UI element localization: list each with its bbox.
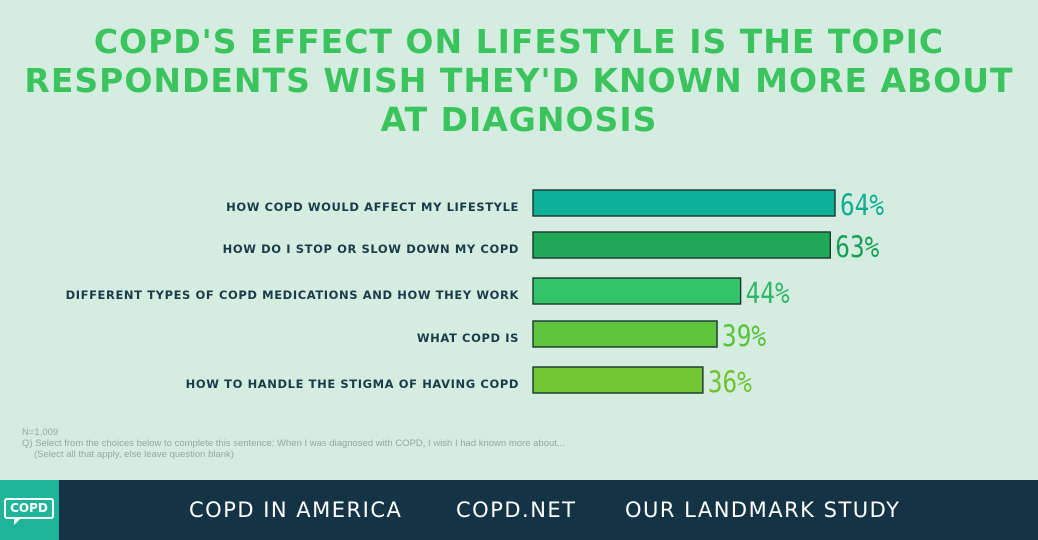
value-label: 39%: [722, 319, 766, 353]
logo-speech-bubble-icon: COPD: [4, 498, 54, 519]
sample-size: N=1,009: [22, 427, 59, 438]
footer-link-copd-in-america[interactable]: COPD IN AMERICA: [189, 498, 403, 522]
footer-links: COPD IN AMERICA COPD.NET OUR LANDMARK ST…: [59, 480, 1038, 540]
logo-bubble-tail: [14, 518, 21, 525]
value-label: 63%: [835, 230, 879, 264]
category-label: WHAT COPD IS: [417, 331, 519, 345]
category-label: HOW DO I STOP OR SLOW DOWN MY COPD: [223, 242, 519, 256]
survey-instruction: (Select all that apply, else leave quest…: [34, 449, 234, 460]
bar: [532, 366, 704, 394]
bar: [532, 320, 718, 348]
footer-bar: COPD COPD IN AMERICA COPD.NET OUR LANDMA…: [0, 480, 1038, 540]
survey-question: Q) Select from the choices below to comp…: [22, 438, 565, 449]
category-label: HOW TO HANDLE THE STIGMA OF HAVING COPD: [186, 377, 519, 391]
title-line-2: RESPONDENTS WISH THEY'D KNOWN MORE ABOUT: [24, 61, 1014, 100]
value-label: 64%: [840, 188, 884, 222]
value-label: 44%: [746, 276, 790, 310]
title-line-1: COPD'S EFFECT ON LIFESTYLE IS THE TOPIC: [93, 22, 945, 61]
footer-link-landmark-study[interactable]: OUR LANDMARK STUDY: [625, 498, 901, 522]
category-label: DIFFERENT TYPES OF COPD MEDICATIONS AND …: [66, 288, 520, 302]
bar: [532, 231, 831, 259]
footer-link-copd-net[interactable]: COPD.NET: [456, 498, 577, 522]
copd-logo[interactable]: COPD: [0, 480, 59, 540]
footnote: N=1,009 Q) Select from the choices below…: [22, 427, 565, 460]
value-label: 36%: [708, 365, 752, 399]
bar-chart: HOW COPD WOULD AFFECT MY LIFESTYLE 64% HOW…: [66, 188, 884, 399]
title-line-3: AT DIAGNOSIS: [380, 100, 658, 139]
bar: [532, 277, 742, 305]
chart-title: COPD'S EFFECT ON LIFESTYLE IS THE TOPIC …: [0, 22, 1038, 139]
category-label: HOW COPD WOULD AFFECT MY LIFESTYLE: [226, 200, 519, 214]
bar: [532, 189, 836, 217]
